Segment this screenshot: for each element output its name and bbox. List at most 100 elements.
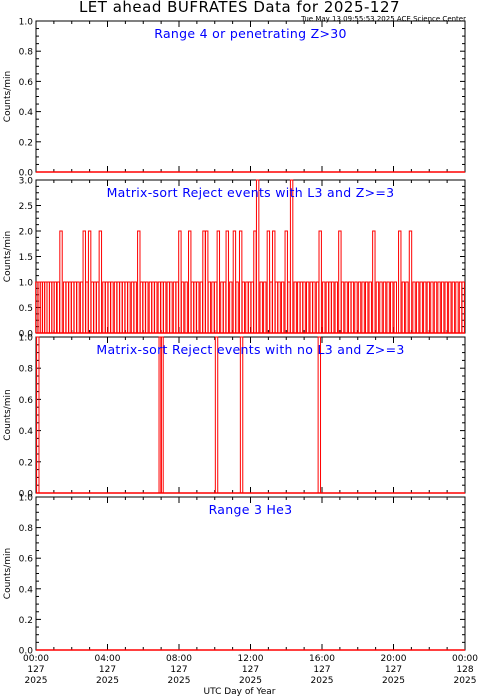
data-spike (415, 281, 420, 333)
data-spike (142, 281, 146, 333)
x-tick-label-year: 2025 (96, 676, 119, 686)
y-tick-label: 0.6 (19, 78, 34, 88)
data-spike (73, 281, 78, 333)
data-spike (412, 281, 416, 333)
data-spike (280, 281, 285, 333)
data-spike (375, 281, 380, 333)
y-tick-label: 0.0 (19, 169, 34, 179)
data-spike (116, 281, 120, 333)
y-tick-label: 1.0 (19, 494, 34, 504)
y-tick-label: 0.4 (19, 108, 34, 118)
x-tick-label-time: 00:00 (23, 654, 49, 664)
data-spike (266, 230, 271, 333)
data-spike (379, 281, 383, 333)
x-tick-label-doy: 127 (313, 665, 330, 675)
panel-title: Matrix-sort Reject events with L3 and Z>… (107, 185, 395, 200)
y-tick-label: 0.0 (19, 330, 34, 340)
x-tick-label-time: 00:00 (452, 654, 478, 664)
data-spike (322, 281, 326, 333)
y-tick-label: 1.0 (19, 279, 34, 289)
data-spike (207, 281, 212, 333)
data-spike (98, 230, 103, 333)
data-spike (430, 281, 434, 333)
data-spike (239, 336, 244, 493)
data-spike (107, 281, 111, 333)
data-spike (145, 281, 149, 333)
data-spike (87, 230, 92, 333)
data-spike (461, 281, 465, 333)
panel-frame (35, 20, 466, 173)
data-spike (293, 281, 297, 333)
data-spike (451, 281, 456, 333)
data-spike (344, 281, 348, 333)
data-spike (348, 281, 352, 333)
data-spike (220, 281, 224, 333)
y-tick-label: 0.5 (19, 304, 33, 314)
data-spike (190, 281, 195, 333)
data-spike (334, 281, 338, 333)
data-spike (133, 281, 137, 333)
data-spike (433, 281, 438, 333)
y-tick-label: 1.5 (19, 253, 33, 263)
data-spike (277, 281, 281, 333)
data-spike (338, 230, 342, 333)
data-spike (127, 281, 131, 333)
x-tick-label-doy: 127 (170, 665, 187, 675)
data-spike (222, 281, 227, 333)
data-spike (196, 281, 200, 333)
data-spike (245, 281, 249, 333)
y-tick-label: 3.0 (19, 177, 34, 187)
data-spike (158, 336, 162, 493)
x-tick-label-time: 12:00 (238, 654, 264, 664)
data-spike (238, 230, 243, 333)
data-spike (269, 281, 273, 333)
data-spike (361, 281, 365, 333)
y-tick-label: 1.0 (19, 334, 34, 344)
data-spike (214, 336, 219, 493)
x-tick-label-year: 2025 (454, 676, 477, 686)
data-spike (160, 336, 164, 493)
data-spike (408, 230, 413, 333)
x-tick-label-time: 20:00 (381, 654, 407, 664)
data-spike (95, 281, 100, 333)
data-spike (85, 281, 89, 333)
x-tick-label-time: 08:00 (166, 654, 192, 664)
data-spike (354, 281, 358, 333)
panel-frame (35, 496, 466, 651)
data-spike (175, 281, 179, 333)
data-spike (448, 281, 452, 333)
y-tick-label: 0.4 (19, 427, 34, 437)
data-spike (386, 281, 390, 333)
y-tick-label: 0.8 (19, 524, 34, 534)
data-spike (289, 179, 294, 333)
y-tick-label: 1.0 (19, 18, 34, 28)
x-tick-label-doy: 127 (99, 665, 116, 675)
x-tick-label-doy: 127 (385, 665, 402, 675)
data-spike (419, 281, 423, 333)
data-spike (166, 281, 170, 333)
data-spike (90, 281, 95, 333)
data-spike (130, 281, 135, 333)
data-spike (287, 281, 291, 333)
data-spike (372, 230, 376, 333)
panel-frame (35, 336, 466, 494)
y-tick-label: 0.0 (19, 490, 34, 500)
data-spike (180, 281, 185, 333)
data-spike (160, 281, 164, 333)
data-spike (241, 281, 246, 333)
data-spike (229, 281, 233, 333)
data-spike (216, 230, 221, 333)
y-tick-label: 0.0 (19, 647, 34, 657)
data-spike (70, 281, 75, 333)
data-spike (53, 281, 58, 333)
data-spike (235, 281, 239, 333)
chart-title: LET ahead BUFRATES Data for 2025-127 (78, 0, 401, 16)
data-spike (325, 281, 330, 333)
data-spike (151, 281, 155, 333)
data-spike (440, 281, 445, 333)
x-axis-label: UTC Day of Year (203, 687, 276, 697)
data-spike (401, 281, 406, 333)
y-axis-label: Counts/min (3, 548, 13, 599)
data-spike (328, 281, 332, 333)
